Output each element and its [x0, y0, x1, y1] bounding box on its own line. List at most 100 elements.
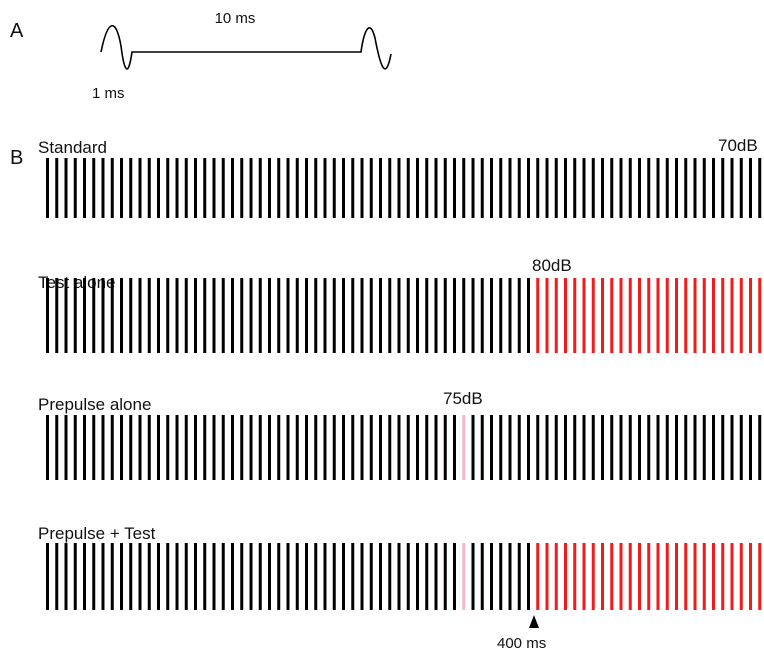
background-pulse-bar	[619, 415, 623, 480]
background-pulse-bar	[221, 543, 225, 610]
background-pulse-bar	[138, 278, 142, 353]
background-pulse-bar	[129, 543, 133, 610]
background-pulse-bar	[601, 158, 604, 218]
background-pulse-bar	[101, 415, 105, 480]
background-pulse-bar	[46, 278, 49, 353]
background-pulse-bar	[397, 543, 401, 610]
background-pulse-bar	[545, 158, 549, 218]
background-pulse-bar	[702, 158, 706, 218]
test-pulse-bar	[601, 278, 604, 353]
background-pulse-bar	[120, 415, 123, 480]
background-pulse-bar	[360, 415, 364, 480]
background-pulse-bar	[462, 158, 466, 218]
test-pulse-bar	[601, 543, 604, 610]
background-pulse-bar	[360, 278, 364, 353]
background-pulse-bar	[443, 158, 447, 218]
background-pulse-bar	[286, 543, 290, 610]
background-pulse-bar	[323, 415, 327, 480]
background-pulse-bar	[693, 415, 697, 480]
background-pulse-bar	[268, 158, 271, 218]
test-pulse-bar	[693, 543, 697, 610]
background-pulse-bar	[351, 415, 355, 480]
prepulse-bar	[462, 415, 466, 480]
background-pulse-bar	[591, 415, 595, 480]
background-pulse-bar	[277, 278, 281, 353]
background-pulse-bar	[397, 158, 401, 218]
background-pulse-bar	[508, 415, 512, 480]
background-pulse-bar	[406, 158, 410, 218]
background-pulse-bar	[249, 278, 253, 353]
background-pulse-bar	[221, 415, 225, 480]
background-pulse-bar	[369, 543, 373, 610]
background-pulse-bar	[194, 415, 197, 480]
background-pulse-bar	[471, 158, 475, 218]
background-pulse-bar	[55, 158, 59, 218]
test-pulse-bar	[675, 278, 678, 353]
background-pulse-bar	[443, 543, 447, 610]
background-pulse-bar	[351, 158, 355, 218]
background-pulse-bar	[758, 158, 762, 218]
background-pulse-bar	[739, 415, 743, 480]
background-pulse-bar	[46, 543, 49, 610]
background-pulse-bar	[203, 278, 207, 353]
background-pulse-bar	[443, 415, 447, 480]
prepulse-bar	[462, 543, 466, 610]
background-pulse-bar	[360, 543, 364, 610]
test-pulse-bar	[758, 543, 762, 610]
background-pulse-bar	[268, 543, 271, 610]
background-pulse-bar	[240, 543, 244, 610]
background-pulse-bar	[147, 158, 151, 218]
background-pulse-bar	[295, 543, 299, 610]
background-pulse-bar	[453, 278, 456, 353]
background-pulse-bar	[194, 278, 197, 353]
background-pulse-bar	[147, 543, 151, 610]
background-pulse-bar	[157, 543, 160, 610]
background-pulse-bar	[55, 543, 59, 610]
background-pulse-bar	[212, 278, 216, 353]
background-pulse-bar	[554, 158, 558, 218]
background-pulse-bar	[434, 278, 438, 353]
background-pulse-bar	[749, 158, 752, 218]
background-pulse-bar	[231, 415, 234, 480]
background-pulse-bar	[249, 415, 253, 480]
background-pulse-bar	[277, 415, 281, 480]
test-pulse-bar	[536, 543, 540, 610]
background-pulse-bar	[471, 543, 475, 610]
background-pulse-bar	[388, 543, 392, 610]
background-pulse-bar	[110, 543, 114, 610]
background-pulse-bar	[64, 543, 68, 610]
background-pulse-bar	[453, 158, 456, 218]
background-pulse-bar	[499, 278, 503, 353]
test-pulse-bar	[573, 543, 577, 610]
background-pulse-bar	[138, 415, 142, 480]
background-pulse-bar	[138, 158, 142, 218]
background-pulse-bar	[406, 278, 410, 353]
background-pulse-bar	[388, 158, 392, 218]
background-pulse-bar	[221, 158, 225, 218]
background-pulse-bar	[508, 158, 512, 218]
test-pulse-bar	[656, 278, 660, 353]
test-pulse-bar	[591, 278, 595, 353]
test-pulse-bar	[647, 278, 651, 353]
background-pulse-bar	[425, 415, 429, 480]
background-pulse-bar	[110, 158, 114, 218]
background-pulse-bar	[249, 543, 253, 610]
background-pulse-bar	[194, 543, 197, 610]
background-pulse-bar	[517, 415, 521, 480]
background-pulse-bar	[147, 278, 151, 353]
background-pulse-bar	[453, 415, 456, 480]
background-pulse-bar	[83, 278, 86, 353]
background-pulse-bar	[157, 415, 160, 480]
background-pulse-bar	[675, 158, 678, 218]
row-test-alone: Test alone 80dB	[38, 256, 762, 353]
row-prepulse-test: Prepulse + Test 400 ms	[38, 524, 762, 652]
background-pulse-bar	[499, 158, 503, 218]
background-pulse-bar	[508, 543, 512, 610]
background-pulse-bar	[434, 415, 438, 480]
test-pulse-bar	[702, 543, 706, 610]
test-pulse-bar	[638, 278, 641, 353]
background-pulse-bar	[712, 158, 715, 218]
background-pulse-bar	[83, 158, 86, 218]
background-pulse-bar	[212, 158, 216, 218]
